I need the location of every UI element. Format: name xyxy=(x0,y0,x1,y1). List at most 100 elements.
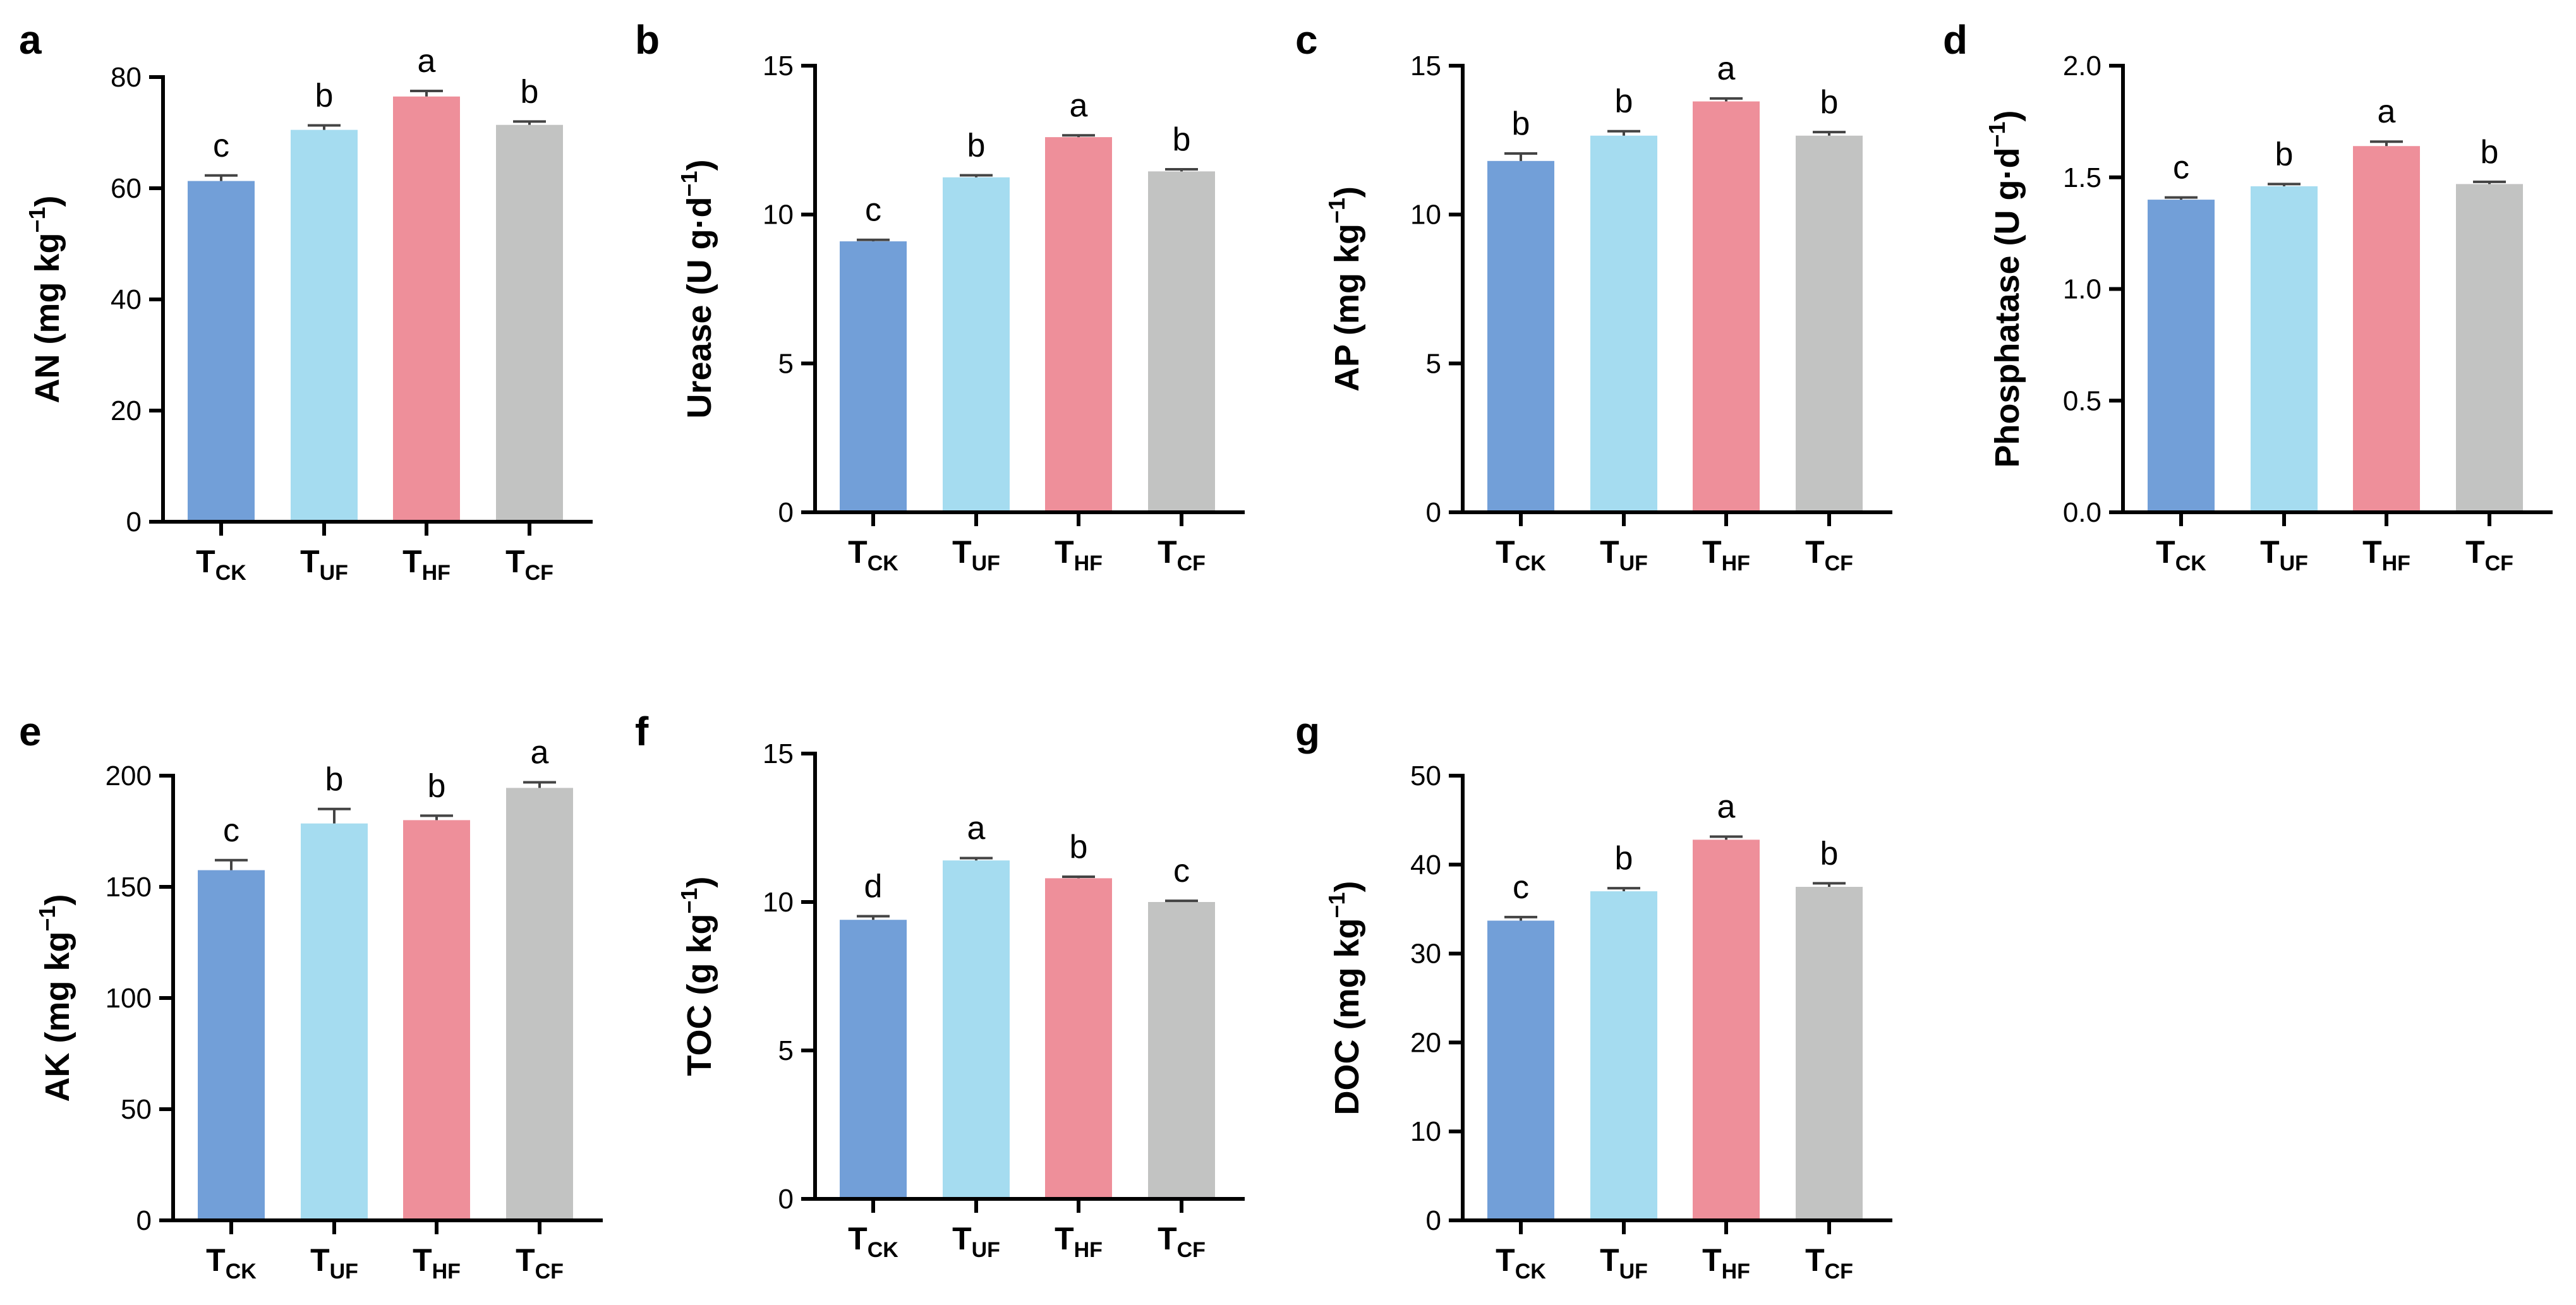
bar-uf xyxy=(2251,186,2318,512)
bar-uf xyxy=(1590,135,1657,513)
category-label-sub: HF xyxy=(432,1260,461,1284)
y-tick-label: 0 xyxy=(778,1184,794,1215)
significance-letter: b xyxy=(1615,83,1633,120)
bar-hf xyxy=(403,820,470,1220)
category-label: TUF xyxy=(952,1221,1000,1262)
significance-letter: c xyxy=(1173,853,1190,889)
bar-ck xyxy=(840,241,907,512)
y-tick-label: 0 xyxy=(778,497,794,528)
category-label-sub: CK xyxy=(226,1260,257,1284)
y-tick-label: 150 xyxy=(106,872,152,903)
significance-letter: b xyxy=(521,73,539,110)
significance-letter: b xyxy=(1615,840,1633,877)
y-tick-label: 60 xyxy=(111,173,142,204)
y-axis-label-text: AP (mg kg xyxy=(1328,224,1366,392)
y-axis-label: AP (mg kg−1) xyxy=(1324,186,1366,392)
category-label-sub: UF xyxy=(2280,551,2308,575)
category-label: TUF xyxy=(952,534,1000,575)
y-axis-label-sup: −1 xyxy=(676,887,702,913)
significance-letter: b xyxy=(1820,835,1839,872)
y-axis-label-sup: −1 xyxy=(676,171,702,196)
category-label: THF xyxy=(1702,1242,1750,1284)
error-bar xyxy=(420,814,453,821)
category-label-main: T xyxy=(1805,1242,1825,1278)
bar-uf xyxy=(1590,891,1657,1220)
bar-ck xyxy=(1487,160,1554,512)
y-tick-label: 1.5 xyxy=(2063,162,2101,193)
category-label-sub: UF xyxy=(972,551,1000,575)
y-tick-label: 100 xyxy=(106,983,152,1014)
y-tick-label: 0.0 xyxy=(2063,497,2101,528)
significance-letter: a xyxy=(531,735,549,771)
category-label-sub: HF xyxy=(422,561,450,585)
significance-letter: b xyxy=(1820,84,1839,121)
y-axis-label: Urease (U g·d−1) xyxy=(676,159,718,418)
category-label: TUF xyxy=(2260,534,2308,575)
bar-ck xyxy=(2148,200,2215,512)
significance-letter: b xyxy=(1512,105,1530,142)
y-axis-label-tail: ) xyxy=(680,876,718,887)
y-axis-label-tail: ) xyxy=(680,159,718,171)
category-label-sub: UF xyxy=(1619,551,1648,575)
category-label: TCF xyxy=(1805,534,1853,575)
error-bar xyxy=(205,174,238,181)
panel-letter: f xyxy=(635,709,649,754)
bar-ck xyxy=(188,181,255,522)
category-label-sub: HF xyxy=(2382,551,2410,575)
category-label-sub: HF xyxy=(1722,551,1750,575)
category-label-main: T xyxy=(1805,534,1825,570)
y-axis-label-tail: ) xyxy=(1328,186,1366,198)
category-label-sub: UF xyxy=(320,561,348,585)
category-label: THF xyxy=(402,544,450,585)
category-label-main: T xyxy=(310,1242,330,1278)
y-axis-label-text: Urease (U g·d xyxy=(680,196,718,418)
category-label-sub: UF xyxy=(972,1238,1000,1262)
error-bar xyxy=(318,807,351,824)
y-tick-label: 200 xyxy=(106,761,152,791)
error-bar xyxy=(2165,196,2198,200)
y-tick-label: 0 xyxy=(126,507,142,538)
y-axis-label-sup: −1 xyxy=(1984,121,2010,147)
bar-uf xyxy=(943,860,1010,1199)
category-label-main: T xyxy=(848,1221,868,1256)
significance-letter: a xyxy=(967,810,986,846)
y-axis-label-sup: −1 xyxy=(24,207,50,232)
bar-uf xyxy=(301,823,368,1220)
significance-letter: b xyxy=(2275,136,2294,172)
y-tick-label: 40 xyxy=(1410,850,1441,881)
y-tick-label: 10 xyxy=(763,200,794,231)
y-axis-label-tail: ) xyxy=(1988,110,2026,121)
category-label-main: T xyxy=(1055,1221,1074,1256)
y-axis-label: TOC (g kg−1) xyxy=(676,876,718,1076)
error-bar xyxy=(1607,129,1640,136)
category-label-main: T xyxy=(1600,1242,1619,1278)
category-label-main: T xyxy=(516,1242,535,1278)
category-label-main: T xyxy=(2362,534,2382,570)
y-tick-label: 20 xyxy=(111,395,142,426)
y-tick-label: 80 xyxy=(111,62,142,93)
y-tick-label: 5 xyxy=(778,348,794,379)
category-label-main: T xyxy=(413,1242,432,1278)
category-label: TCK xyxy=(848,1221,898,1262)
y-tick-label: 10 xyxy=(1410,1116,1441,1147)
category-label: TCK xyxy=(848,534,898,575)
bar-cf xyxy=(1796,887,1863,1220)
category-label-sub: UF xyxy=(330,1260,358,1284)
category-label: THF xyxy=(2362,534,2410,575)
category-label-main: T xyxy=(206,1242,226,1278)
error-bar xyxy=(960,174,993,177)
bar-hf xyxy=(2353,146,2420,512)
y-axis-label-sup: −1 xyxy=(1324,892,1350,918)
error-bar xyxy=(1607,887,1640,892)
error-bar xyxy=(1504,152,1537,161)
error-bar xyxy=(215,858,248,870)
significance-letter: b xyxy=(967,127,986,164)
bar-cf xyxy=(496,124,563,522)
panel-letter: e xyxy=(19,709,42,754)
category-label-sub: CK xyxy=(1515,1260,1547,1284)
error-bar xyxy=(2268,183,2301,186)
significance-letter: b xyxy=(428,767,446,804)
